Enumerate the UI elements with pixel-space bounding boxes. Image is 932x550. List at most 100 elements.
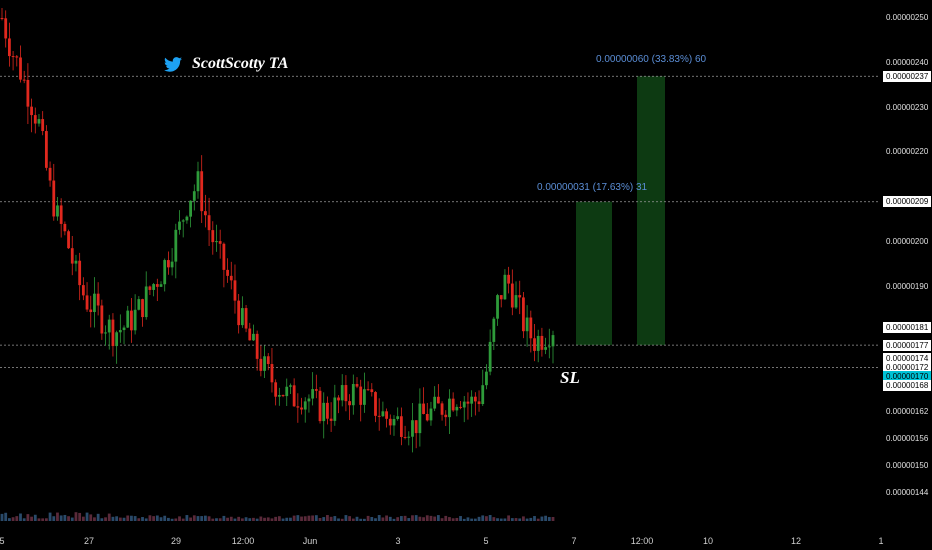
candle <box>366 381 370 391</box>
volume-bar <box>115 516 119 521</box>
candle <box>211 221 215 255</box>
volume-bar <box>418 516 422 521</box>
candle <box>292 378 296 407</box>
twitter-bird-icon <box>164 56 182 72</box>
stop-loss-label: SL <box>560 368 580 387</box>
candle <box>351 374 355 415</box>
volume-bar <box>377 515 381 521</box>
volume-bar <box>174 518 178 521</box>
volume-bar <box>425 515 429 521</box>
volume-bar <box>67 516 70 521</box>
volume-bar <box>333 516 337 521</box>
watermark: ScottScotty TA <box>164 55 288 73</box>
volume-bar <box>0 513 4 521</box>
volume-bar <box>74 512 78 521</box>
candle <box>41 111 45 136</box>
candle <box>451 392 455 412</box>
volume-bar <box>359 518 363 521</box>
volume-bar <box>514 518 518 521</box>
volume-bar <box>522 516 525 521</box>
candle <box>496 293 499 326</box>
volume-bar <box>477 516 481 521</box>
volume-bar <box>118 517 122 521</box>
candle <box>388 414 392 435</box>
volume-bar <box>529 517 533 521</box>
candle <box>462 396 466 423</box>
volume-bar <box>344 515 348 521</box>
candle <box>111 313 115 357</box>
volume-bar <box>11 517 15 521</box>
candle <box>425 402 429 422</box>
candle <box>130 297 133 343</box>
candle <box>259 345 263 377</box>
volume-bar <box>462 518 466 521</box>
volume-bar <box>19 513 22 521</box>
candle <box>314 374 318 399</box>
candle <box>215 224 218 252</box>
volume-bar <box>274 516 278 521</box>
candle <box>263 345 266 378</box>
price-tick-label: 0.00000240 <box>886 57 929 67</box>
volume-bar <box>311 515 315 521</box>
volume-bar <box>26 514 30 521</box>
candle <box>126 305 130 329</box>
candle <box>67 229 70 250</box>
volume-bar <box>167 517 170 521</box>
target2-label: 0.00000060 (33.83%) 60 <box>596 54 707 65</box>
candle <box>244 305 248 333</box>
volume-bar <box>229 516 233 521</box>
candle <box>381 401 385 418</box>
volume-bar <box>78 512 82 521</box>
candle <box>44 125 48 171</box>
candle <box>518 280 522 315</box>
candle <box>174 223 178 279</box>
candle <box>170 248 174 276</box>
candle <box>418 388 422 447</box>
candle <box>296 393 300 423</box>
candle <box>48 161 52 187</box>
candle <box>22 70 26 84</box>
candle <box>15 55 19 67</box>
volume-bar <box>244 517 248 521</box>
volume-bar <box>163 515 167 521</box>
candle <box>122 325 126 345</box>
volume-bar <box>30 516 33 521</box>
candle <box>96 282 100 316</box>
volume-bar <box>22 518 26 521</box>
volume-bar <box>303 516 307 521</box>
candle <box>392 415 396 436</box>
time-tick-label: 3 <box>395 536 401 546</box>
candle <box>503 269 507 300</box>
candle <box>363 372 366 413</box>
time-tick-label: 12 <box>790 536 802 546</box>
volume-bar <box>81 516 85 521</box>
candle <box>466 392 470 420</box>
candle <box>448 389 451 435</box>
volume-bar <box>499 518 503 521</box>
volume-bar <box>496 518 499 521</box>
candle <box>281 394 285 398</box>
price-tick-label: 0.00000220 <box>886 147 929 157</box>
volume-bar <box>381 517 385 521</box>
volume-bar <box>100 518 104 521</box>
volume-bar <box>448 517 451 521</box>
price-box-label: 0.00000172 <box>883 362 931 374</box>
candle <box>455 404 459 417</box>
volume-bar <box>292 515 296 521</box>
volume-bar <box>481 515 485 521</box>
price-box-label: 0.00000174 <box>883 353 931 365</box>
volume-bar <box>492 517 496 521</box>
volume-bar <box>133 516 137 521</box>
volume-bar <box>203 515 207 521</box>
candle <box>340 374 344 407</box>
time-tick-label: 5 <box>483 536 489 546</box>
candle <box>300 397 303 415</box>
candle <box>93 277 96 328</box>
candle <box>529 310 533 353</box>
volume-bar <box>337 518 340 521</box>
candle <box>37 114 41 127</box>
price-tick-label: 0.00000250 <box>886 13 929 22</box>
candle <box>429 401 433 426</box>
candle <box>289 383 292 395</box>
